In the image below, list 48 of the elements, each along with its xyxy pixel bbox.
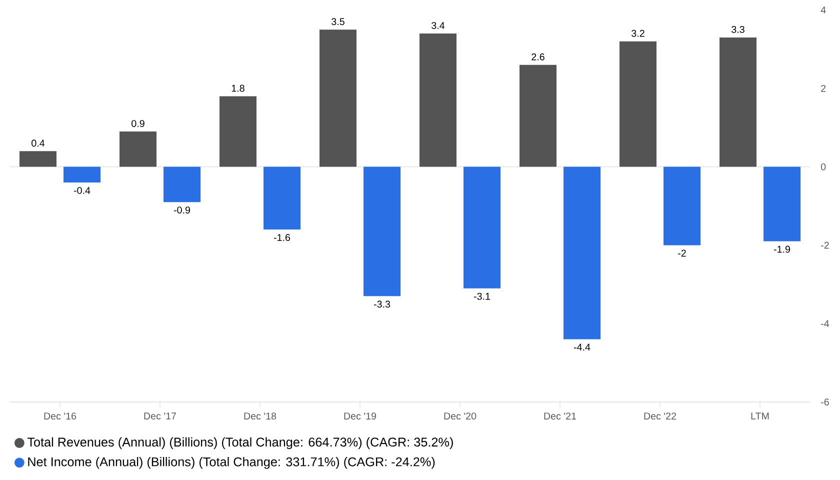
- data-label: 0.9: [132, 120, 144, 128]
- bar: [720, 37, 757, 167]
- y-tick-label: 0: [820, 163, 826, 170]
- data-label: 2.6: [532, 53, 544, 60]
- x-tick-label: LTM: [751, 412, 769, 420]
- y-tick-label: 2: [821, 84, 826, 92]
- bar: [119, 132, 156, 167]
- data-label: -2: [678, 250, 686, 257]
- bar: [620, 41, 657, 167]
- bar: [764, 166, 800, 242]
- bar: [420, 34, 456, 167]
- y-tick-label: -6: [821, 398, 829, 406]
- x-tick-label: Dec '17: [144, 412, 176, 420]
- bar: [320, 30, 356, 167]
- bar: [664, 166, 700, 246]
- data-label: 3.4: [432, 22, 445, 30]
- legend-label: Total Revenues (Annual) (Billions) (Total Change: 664.73%) (CAGR: 35.2%): [27, 437, 453, 450]
- data-label: -0.4: [74, 186, 90, 194]
- data-label: 0.4: [32, 140, 45, 147]
- data-label: 3.3: [732, 26, 744, 33]
- legend-label: Net Income (Annual) (Billions) (Total Change: 331.71%) (CAGR: -24.2%): [28, 457, 435, 469]
- x-tick-label: Dec '18: [244, 412, 276, 420]
- bar: [564, 166, 600, 340]
- bar: [520, 64, 557, 167]
- data-label: 3.5: [332, 18, 344, 26]
- data-label: -1.9: [774, 246, 790, 253]
- x-tick-label: Dec '20: [444, 412, 476, 420]
- bar: [220, 96, 256, 167]
- data-label: -1.6: [274, 234, 290, 241]
- x-tick-label: Dec '22: [644, 412, 676, 420]
- data-label: -3.3: [374, 300, 390, 308]
- x-tick-label: Dec '19: [344, 412, 376, 420]
- x-tick-label: Dec '16: [44, 412, 76, 420]
- y-tick-label: -4: [821, 320, 830, 327]
- data-label: 3.2: [632, 30, 644, 37]
- bar: [164, 166, 200, 202]
- y-tick-label: -2: [821, 242, 829, 249]
- bar: [264, 166, 300, 230]
- y-tick-label: 4: [820, 6, 826, 14]
- data-label: -0.9: [174, 206, 190, 214]
- bar: [464, 166, 500, 288]
- data-label: -3.1: [474, 292, 490, 300]
- x-tick-label: Dec '21: [544, 412, 576, 420]
- bar: [20, 151, 56, 167]
- bar: [364, 166, 400, 296]
- data-label: 1.8: [232, 84, 244, 92]
- bar: [64, 166, 100, 182]
- data-label: -4.4: [574, 344, 590, 351]
